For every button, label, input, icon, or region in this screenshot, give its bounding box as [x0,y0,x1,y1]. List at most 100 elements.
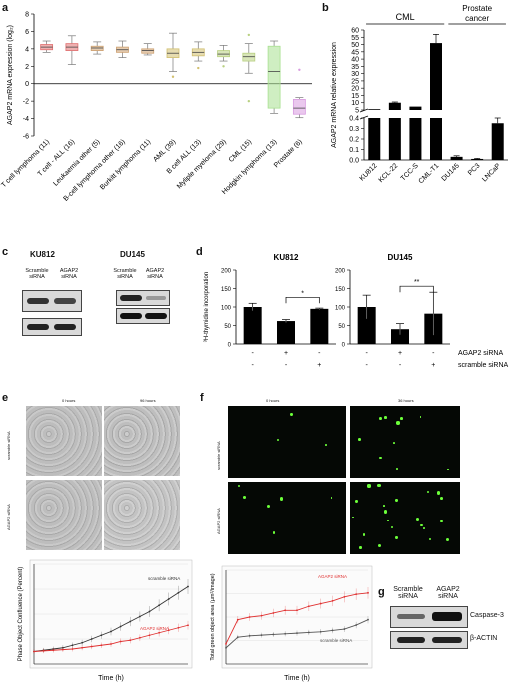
panel-b-category-label: LNCaP [481,162,502,183]
panel-b-bar [450,156,463,160]
panel-b-ytick-label: 40 [351,57,359,64]
panel-a-category-label: CML (15) [228,138,253,163]
panel-b-ytick-label: 55 [351,35,359,42]
chartE-point [177,626,180,629]
panel-d-row-scramble-sign: - [285,362,288,369]
chartE-point [71,648,74,650]
panel-b-ytick-label: 50 [351,42,359,49]
fluorescent-cell [437,491,441,495]
panel-b-bar [491,123,504,160]
panel-e-chart: Time (h) Phase Object Confluence (Percent… [18,559,193,682]
panel-d-row-scramble-sign: + [431,362,435,369]
fluorescent-cell [393,441,396,444]
panel-b-category-label: KCL-22 [378,162,400,184]
panel-d-row-agap2-label: AGAP2 siRNA [458,350,503,357]
chartF-point [319,602,322,605]
panel-d-ytick-label: 0 [342,343,346,349]
panel-d-row-agap2-sign: - [251,350,254,357]
chartE-point [119,625,122,628]
panel-b-ytick-label: 0.0 [349,158,359,165]
micrograph-e-agap2-0h [26,480,102,550]
box-9 [242,52,256,62]
chartF-point [355,593,358,596]
fluorescent-cell [272,531,276,534]
panel-d-ytick-label: 200 [335,269,346,275]
blot-beta-actin [390,631,468,649]
chartE-point [187,585,189,588]
chartE-xlabel: Time (h) [98,675,124,682]
panel-a-category-label: Myliple myeloma (29) [176,138,228,190]
panel-d-significance-bracket [285,296,320,304]
panel-d-row-agap2-sign: + [284,350,288,357]
panel-a-ytick-label: -6 [23,134,29,141]
panel-b-category-label: TCC-S [400,162,420,182]
panel-d-bar [277,321,295,344]
chartE-point [110,630,112,633]
panel-a-ytick-label: -4 [23,116,29,123]
fluorescent-cell [383,510,387,514]
panel-d-ylabel: ³H-thymidine incorporation [204,272,210,342]
panel-a-ylabel: AGAP2 mRNA expression (log₂) [7,25,14,125]
panel-a-ytick-label: 8 [25,12,29,19]
chartE-point [90,638,93,640]
chartE-point [148,634,151,637]
fluorescent-cell [377,543,381,547]
panel-d-row-agap2-sign: + [398,350,402,357]
chartF-xlabel: Time (h) [284,675,310,682]
chartE-point [52,649,55,652]
chartE-point [138,636,141,639]
panel-b-ytick-label: 25 [351,78,359,85]
panel-b-ytick-label: 15 [351,93,359,100]
panel-a-letter: a [2,2,9,14]
blot-caspase3 [390,606,468,628]
panel-a-category-label: Leukaemia other (5) [52,138,101,187]
panel-d-ytick-label: 100 [335,306,346,312]
panel-d-ytick-label: 150 [221,287,232,293]
panel-e-col1: 96 hours [140,398,156,403]
panel-d-row-scramble-sign: - [365,362,368,369]
fluorescent-cell [387,519,389,522]
fluorescent-cell [359,546,362,549]
chartE-point [158,631,161,634]
panel-d-significance-bracket [399,285,434,293]
chartF-point [331,629,334,632]
micrograph-e-scramble-96h [104,406,180,476]
blot-c-du-agap2-label: AGAP2 siRNA [145,268,165,280]
chartE-point [129,620,132,623]
chartF-point [296,632,298,635]
chartE-point [158,604,161,607]
panel-d-bar [357,307,376,344]
chartF-ylabel: Total green object area (µm²/image) [210,573,216,660]
fluorescent-cell [395,536,398,539]
panel-f-legend-agap2: AGAP2 siRNA [318,574,347,579]
panel-d-letter: d [196,246,203,258]
chartE-point [119,640,122,643]
panel-b-letter: b [322,2,329,14]
fluorescent-cell [429,537,432,540]
panel-d-row-agap2-sign: - [318,350,321,357]
box-outlier [298,68,301,71]
panel-a-category-label: T cell lymphoma (11) [0,138,51,189]
fluorescent-cell [423,527,425,529]
panel-b-bar-upper [409,106,422,110]
panel-b-bar [388,118,401,160]
chartE-point [100,634,103,637]
chartF-point [260,634,263,637]
panel-d-ytick-label: 50 [338,324,345,330]
box-11 [292,99,306,115]
fluorescent-cell [420,523,423,527]
fluorescent-cell [267,504,271,508]
blot-g-scramble-label: Scramble siRNA [393,586,423,600]
panel-b-ytick-label: 20 [351,86,359,93]
fluorescent-cell [447,468,449,471]
panel-f-chart: Time (h) Total green object area (µm²/ima… [210,565,373,682]
panel-d-ytick-label: 50 [224,324,231,330]
fluorescent-cell [379,417,382,420]
box-10 [267,45,281,109]
panel-d-chart: ³H-thymidine incorporation 200 150 100 50 0 KU… [204,253,509,369]
panel-d-ytick-label: 100 [221,306,232,312]
panel-b-bar [430,118,442,160]
panel-d-row-agap2-sign: - [365,350,368,357]
fluorescent-cell [330,497,333,500]
